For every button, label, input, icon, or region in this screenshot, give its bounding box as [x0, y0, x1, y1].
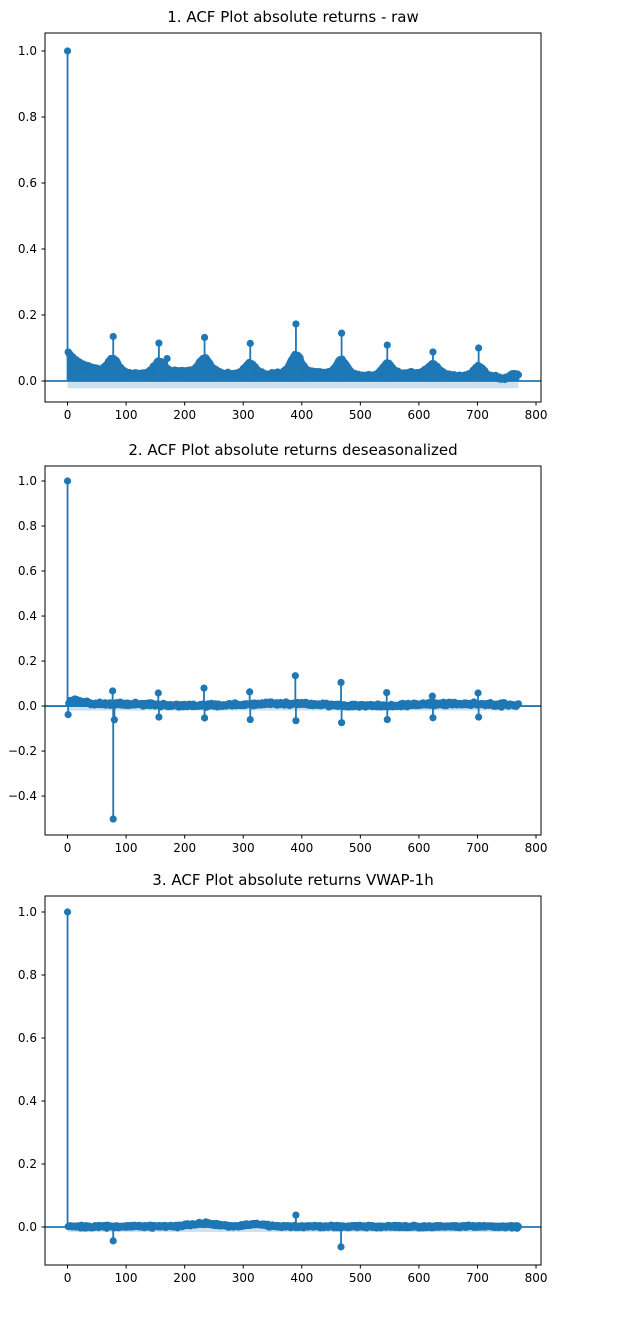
x-tick-label: 700 — [466, 408, 489, 422]
x-tick-label: 300 — [232, 1271, 255, 1285]
y-tick-label: 0.6 — [18, 1031, 37, 1045]
stem-markers — [63, 47, 523, 384]
x-tick-label: 300 — [232, 841, 255, 855]
x-tick-label: 300 — [232, 408, 255, 422]
x-tick-label: 400 — [290, 408, 313, 422]
x-tick-label: 200 — [173, 1271, 196, 1285]
x-tick-label: 600 — [407, 1271, 430, 1285]
x-tick-label: 800 — [525, 1271, 548, 1285]
axes-spines — [44, 465, 542, 836]
x-tick-label: 800 — [525, 408, 548, 422]
x-tick-label: 100 — [115, 841, 138, 855]
stem-markers — [63, 908, 523, 1251]
axis-ticks: 0 100 200 300 400 500 600 700 800 −0.4 −0.2 0.0 0.2 0… — [8, 474, 548, 855]
y-tick-label: 0.8 — [18, 110, 37, 124]
x-tick-label: 600 — [407, 841, 430, 855]
acf-subplot-2: 0 100 200 300 400 500 600 700 800 −0.4 −0.2 0.0 0.2 0… — [8, 465, 548, 855]
y-tick-label: 1.0 — [18, 905, 37, 919]
y-tick-label: 0.0 — [18, 699, 37, 713]
axes-spines — [44, 895, 542, 1266]
y-tick-label: 0.6 — [18, 564, 37, 578]
y-tick-label: 0.4 — [18, 609, 37, 623]
y-tick-label: 0.4 — [18, 1094, 37, 1108]
plot-title-vwap-1h: 3. ACF Plot absolute returns VWAP-1h — [152, 871, 434, 889]
x-tick-label: 100 — [115, 408, 138, 422]
y-tick-label: 1.0 — [18, 474, 37, 488]
y-tick-label: 0.8 — [18, 968, 37, 982]
x-tick-label: 500 — [349, 841, 372, 855]
y-tick-label: 0.2 — [18, 1157, 37, 1171]
x-tick-label: 500 — [349, 408, 372, 422]
x-tick-label: 800 — [525, 841, 548, 855]
x-tick-label: 400 — [290, 841, 313, 855]
y-tick-label: 0.4 — [18, 242, 37, 256]
plot-title-deseasonalized: 2. ACF Plot absolute returns deseasonali… — [128, 441, 458, 459]
stem-markers — [63, 477, 523, 823]
axes-spines — [44, 32, 542, 403]
y-tick-label: 0.2 — [18, 308, 37, 322]
x-tick-label: 100 — [115, 1271, 138, 1285]
x-tick-label: 0 — [64, 408, 72, 422]
y-tick-label: −0.4 — [8, 789, 37, 803]
x-tick-label: 200 — [173, 841, 196, 855]
y-tick-label: 0.0 — [18, 1220, 37, 1234]
stem-lines — [66, 912, 520, 1247]
y-tick-label: 0.6 — [18, 176, 37, 190]
plot-title-raw: 1. ACF Plot absolute returns - raw — [167, 8, 419, 26]
x-tick-label: 500 — [349, 1271, 372, 1285]
axis-ticks: 0 100 200 300 400 500 600 700 800 0.0 0.2 0.4 0.6 0.8… — [18, 44, 548, 422]
y-tick-label: 0.8 — [18, 519, 37, 533]
acf-subplot-3: 0 100 200 300 400 500 600 700 800 0.0 0.2 0.4 0.6 0.8… — [18, 895, 548, 1285]
x-tick-label: 0 — [64, 841, 72, 855]
y-tick-label: 1.0 — [18, 44, 37, 58]
stem-lines — [66, 481, 520, 820]
y-tick-label: −0.2 — [8, 744, 37, 758]
y-tick-label: 0.0 — [18, 374, 37, 388]
axis-ticks: 0 100 200 300 400 500 600 700 800 0.0 0.2 0.4 0.6 0.8… — [18, 905, 548, 1285]
x-tick-label: 700 — [466, 1271, 489, 1285]
x-tick-label: 700 — [466, 841, 489, 855]
acf-subplot-1: 0 100 200 300 400 500 600 700 800 0.0 0.2 0.4 0.6 0.8… — [18, 32, 548, 422]
x-tick-label: 600 — [407, 408, 430, 422]
x-tick-label: 400 — [290, 1271, 313, 1285]
x-tick-label: 0 — [64, 1271, 72, 1285]
y-tick-label: 0.2 — [18, 654, 37, 668]
x-tick-label: 200 — [173, 408, 196, 422]
stem-lines — [66, 50, 520, 382]
